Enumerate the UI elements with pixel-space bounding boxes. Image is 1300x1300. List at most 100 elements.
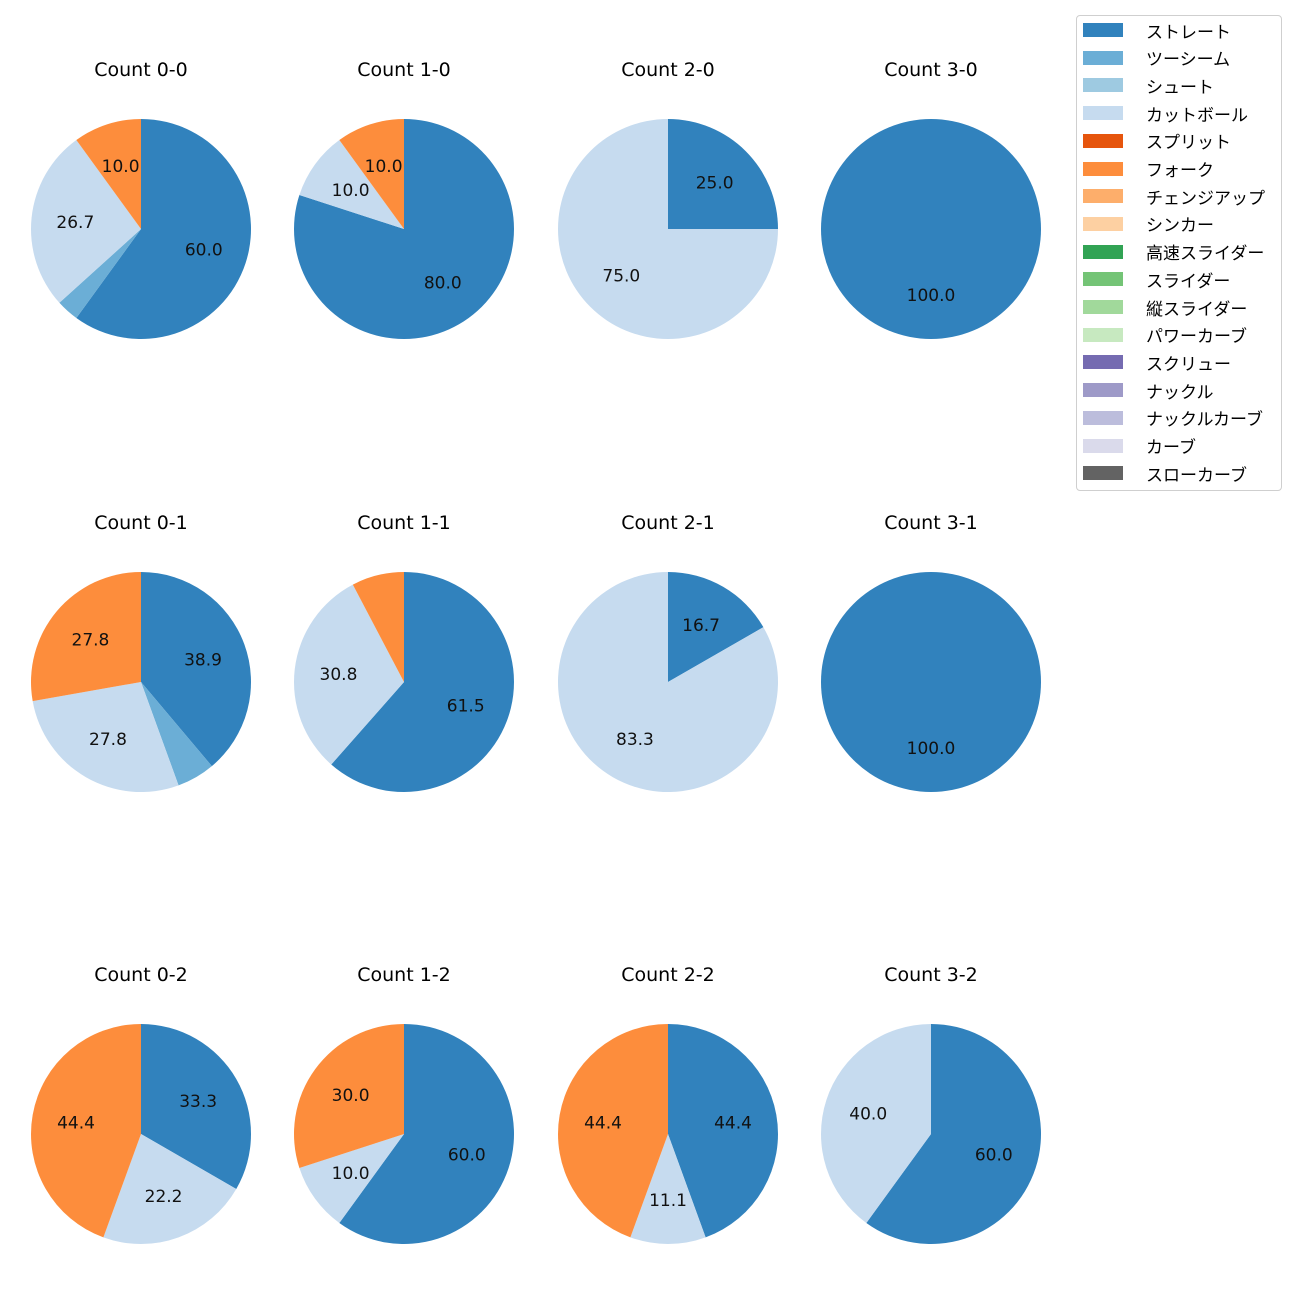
- pie-count-2-2: Count 2-2 44.4 11.1 44.4: [558, 964, 778, 1244]
- slice-label: 100.0: [907, 739, 956, 759]
- pie-title: Count 2-2: [621, 964, 715, 986]
- pie-slice-ストレート: [668, 572, 764, 682]
- pie-title: Count 1-0: [357, 59, 451, 81]
- slice-label: 11.1: [649, 1191, 687, 1211]
- pie-count-3-2: Count 3-2 60.0 40.0: [821, 964, 1042, 1244]
- pie-slice-カットボール: [294, 584, 404, 765]
- slice-label: 44.4: [714, 1114, 752, 1134]
- legend-item: パワーカーブ: [1083, 325, 1247, 347]
- pie-slice-フォーク: [558, 1024, 668, 1238]
- legend-label: シュート: [1146, 77, 1214, 98]
- pie-count-3-0: Count 3-0 100.0: [821, 59, 1041, 339]
- legend-item: カーブ: [1083, 436, 1196, 458]
- pie-title: Count 3-2: [884, 964, 978, 986]
- slice-label: 16.7: [682, 616, 720, 636]
- pie-slice-ストレート: [821, 119, 1041, 339]
- pie-title: Count 2-0: [621, 59, 715, 81]
- legend-swatch: [1083, 438, 1123, 453]
- slice-label: 10.0: [365, 157, 403, 177]
- legend-item: スプリット: [1083, 131, 1231, 154]
- legend-item: フォーク: [1083, 159, 1214, 181]
- pie-title: Count 1-1: [357, 512, 451, 534]
- pie-slice-カットボール: [299, 1134, 404, 1223]
- slice-label: 26.7: [56, 213, 94, 233]
- pie-slice-カットボール: [558, 572, 779, 792]
- slice-label: 80.0: [424, 273, 462, 293]
- pie-slice-フォーク: [76, 119, 141, 229]
- pie-slice-カットボール: [558, 119, 778, 339]
- legend-label: ナックルカーブ: [1146, 410, 1263, 431]
- legend-label: スプリット: [1146, 133, 1231, 154]
- legend-swatch: [1083, 106, 1123, 121]
- pie-slice-ストレート: [331, 572, 514, 792]
- pie-slice-カットボール: [103, 1134, 237, 1244]
- slice-label: 44.4: [584, 1114, 622, 1134]
- pie-title: Count 0-2: [94, 964, 188, 986]
- legend-item: シンカー: [1083, 214, 1214, 237]
- slice-label: 27.8: [72, 631, 110, 651]
- pie-count-1-2: Count 1-2 60.0 10.0 30.0: [294, 964, 515, 1244]
- legend-swatch: [1083, 216, 1123, 231]
- pie-slice-フォーク: [339, 119, 404, 229]
- legend-label: ストレート: [1146, 22, 1231, 43]
- pie-slice-フォーク: [294, 1024, 404, 1168]
- legend-label: フォーク: [1146, 161, 1214, 181]
- slice-label: 10.0: [332, 1164, 370, 1184]
- slice-label: 75.0: [602, 267, 640, 287]
- legend-label: 縦スライダー: [1146, 299, 1248, 320]
- legend-label: スクリュー: [1146, 354, 1231, 375]
- pie-slice-フォーク: [31, 1024, 141, 1238]
- pie-slice-ストレート: [866, 1024, 1042, 1244]
- legend-item: 高速スライダー: [1083, 242, 1265, 265]
- slice-label: 61.5: [447, 696, 485, 716]
- pie-slice-カットボール: [630, 1134, 706, 1244]
- pie-count-1-0: Count 1-0 80.0 10.0 10.0: [294, 59, 514, 339]
- legend-item: 縦スライダー: [1083, 297, 1248, 320]
- legend-swatch: [1083, 466, 1123, 481]
- pie-count-2-1: Count 2-1 16.7 83.3: [558, 512, 779, 792]
- slice-label: 40.0: [849, 1105, 887, 1125]
- legend-swatch: [1083, 23, 1123, 37]
- legend: ストレートツーシームシュートカットボール スプリットフォークチェンジアップ シンカー…: [1076, 15, 1282, 491]
- legend-swatch: [1083, 161, 1123, 176]
- legend-swatch: [1083, 410, 1123, 425]
- legend-label: カーブ: [1146, 438, 1196, 458]
- legend-swatch: [1083, 327, 1123, 342]
- legend-item: スクリュー: [1083, 352, 1231, 375]
- legend-label: カットボール: [1146, 105, 1248, 126]
- pie-count-1-1: Count 1-1 61.5 30.8: [294, 512, 514, 792]
- legend-label: ツーシーム: [1146, 50, 1231, 71]
- pie-count-0-1: Count 0-1 38.9 27.8 27.8: [31, 512, 251, 792]
- slice-label: 27.8: [89, 730, 127, 750]
- legend-swatch: [1083, 78, 1123, 93]
- slice-label: 30.0: [332, 1086, 370, 1106]
- slice-label: 10.0: [332, 181, 370, 201]
- slice-label: 25.0: [696, 173, 734, 193]
- pie-slice-ストレート: [141, 1024, 251, 1189]
- pie-count-0-0: Count 0-0 60.0 26.7 10.0: [30, 59, 251, 339]
- slice-label: 38.9: [184, 650, 222, 670]
- legend-item: チェンジアップ: [1083, 186, 1265, 209]
- legend-item: ナックル: [1083, 380, 1214, 403]
- pie-title: Count 0-1: [94, 512, 188, 534]
- pie-slice-カットボール: [299, 140, 404, 229]
- pie-slice-カットボール: [30, 140, 142, 303]
- slice-label: 22.2: [145, 1187, 183, 1207]
- slice-label: 100.0: [907, 286, 956, 306]
- pie-title: Count 3-0: [884, 59, 978, 81]
- pie-title: Count 3-1: [884, 512, 978, 534]
- legend-label: シンカー: [1146, 216, 1214, 237]
- pie-title: Count 1-2: [357, 964, 451, 986]
- legend-label: チェンジアップ: [1146, 188, 1265, 209]
- legend-swatch: [1083, 383, 1123, 398]
- pie-slice-ストレート: [76, 119, 251, 339]
- slice-label: 10.0: [102, 157, 140, 177]
- legend-label: 高速スライダー: [1146, 244, 1265, 265]
- slice-label: 30.8: [320, 665, 358, 685]
- pie-slice-ストレート: [668, 119, 778, 229]
- legend-item: ツーシーム: [1083, 48, 1231, 71]
- legend-swatch: [1083, 272, 1123, 287]
- pie-slice-ツーシーム: [141, 682, 212, 786]
- slice-label: 60.0: [975, 1145, 1013, 1165]
